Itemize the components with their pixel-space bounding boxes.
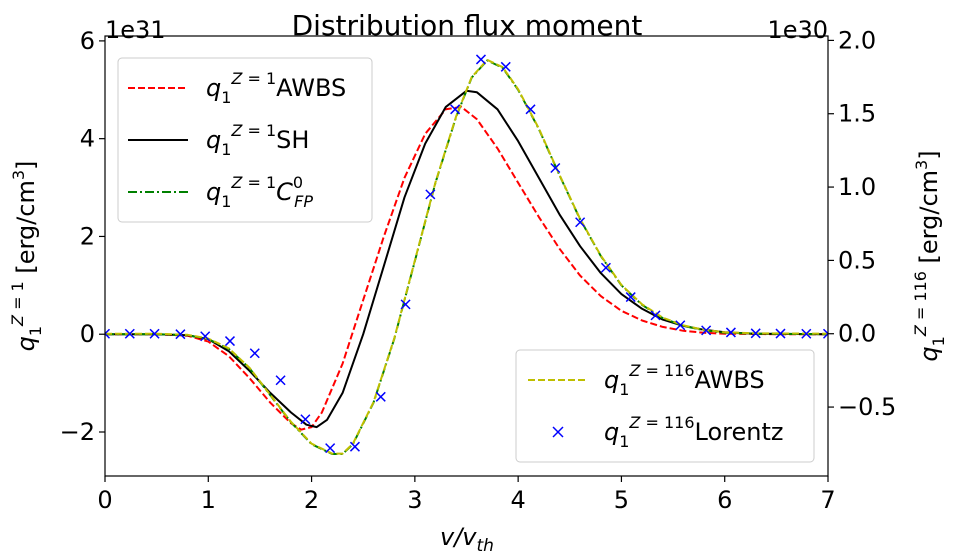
legend-label-z1-awbs: q1Z = 1AWBS bbox=[206, 69, 346, 107]
marker-point bbox=[775, 328, 786, 339]
right-y-tick-label: 1.0 bbox=[838, 173, 876, 201]
marker-point bbox=[550, 162, 561, 174]
marker-point bbox=[500, 61, 511, 72]
right-y-tick-label: 2.0 bbox=[838, 26, 876, 54]
left-offset-text: 1e31 bbox=[105, 16, 166, 44]
legend-label-z1-sh: q1Z = 1SH bbox=[206, 121, 309, 159]
marker-point bbox=[450, 104, 461, 115]
marker-point bbox=[105, 328, 111, 339]
marker-point bbox=[375, 391, 386, 402]
series-layer bbox=[105, 54, 828, 455]
x-tick-label: 5 bbox=[614, 486, 629, 514]
svg-text:q1Z = 1 [erg/cm3]: q1Z = 1 [erg/cm3] bbox=[8, 161, 45, 352]
marker-point bbox=[224, 336, 236, 347]
marker-point bbox=[149, 328, 160, 339]
right-y-tick-label: −0.5 bbox=[838, 393, 896, 421]
right-y-axis-label: q1Z = 116 [erg/cm3] bbox=[911, 150, 948, 361]
marker-point bbox=[822, 328, 828, 339]
marker-point bbox=[625, 292, 636, 303]
marker-point bbox=[575, 217, 586, 228]
legend-label-z116-awbs: q1Z = 116AWBS bbox=[604, 361, 765, 399]
chart-title: Distribution flux moment bbox=[292, 9, 643, 42]
legend-right: q1Z = 116AWBS q1Z = 116Lorentz bbox=[515, 349, 815, 463]
series-q-1-z-1-awbs bbox=[105, 105, 828, 431]
legend-left: q1Z = 1AWBS q1Z = 1SH q1Z = 1C0 FP bbox=[117, 57, 373, 223]
marker-point bbox=[425, 189, 436, 200]
x-tick-label: 2 bbox=[304, 486, 319, 514]
legend-label-z116-lorentz: q1Z = 116Lorentz bbox=[604, 413, 783, 451]
right-y-tick-label: 0.0 bbox=[838, 320, 876, 348]
marker-point bbox=[600, 262, 611, 273]
left-y-tick-label: 0 bbox=[80, 320, 95, 348]
right-y-tick-label: 1.5 bbox=[838, 100, 876, 128]
marker-point bbox=[249, 348, 260, 359]
x-tick-label: 0 bbox=[97, 486, 112, 514]
marker-point bbox=[701, 325, 712, 336]
left-y-tick-label: −2 bbox=[60, 418, 95, 446]
right-y-tick-label: 0.5 bbox=[838, 246, 876, 274]
marker-point bbox=[325, 443, 336, 454]
series-q-1-z-116-lorentz bbox=[105, 54, 828, 454]
marker-point bbox=[525, 104, 536, 115]
marker-point bbox=[124, 328, 135, 339]
left-y-tick-label: 6 bbox=[80, 27, 95, 55]
ticks-layer: 0 1 2 3 4 5 6 7 −2 0 2 4 6 −0.5 0.0 0.5 1.0 1.5 2.0 bbox=[60, 26, 897, 514]
marker-point bbox=[650, 310, 661, 321]
x-tick-label: 1 bbox=[201, 486, 216, 514]
svg-text:q1Z = 116 [erg/cm3]: q1Z = 116 [erg/cm3] bbox=[911, 150, 948, 361]
left-y-axis-label: q1Z = 1 [erg/cm3] bbox=[8, 161, 45, 352]
marker-point bbox=[400, 299, 411, 310]
left-y-tick-label: 2 bbox=[80, 222, 95, 250]
marker-point bbox=[349, 441, 360, 452]
x-tick-label: 4 bbox=[511, 486, 526, 514]
marker-point bbox=[725, 327, 736, 338]
marker-point bbox=[300, 414, 311, 425]
legend-swatch-z116-lorentz bbox=[552, 426, 564, 438]
marker-point bbox=[801, 328, 812, 339]
x-tick-label: 7 bbox=[820, 486, 835, 514]
x-tick-label: 6 bbox=[717, 486, 732, 514]
marker-point bbox=[475, 54, 486, 65]
marker-point bbox=[175, 329, 186, 340]
plot-frame bbox=[104, 35, 829, 477]
legend-label-z1-cfp: q1Z = 1C0 FP bbox=[206, 173, 313, 211]
marker-point bbox=[275, 375, 286, 386]
x-tick-label: 3 bbox=[407, 486, 422, 514]
series-q-1-z-116-awbs bbox=[105, 58, 828, 455]
right-offset-text: 1e30 bbox=[767, 16, 828, 44]
left-y-tick-label: 4 bbox=[80, 125, 95, 153]
marker-point bbox=[200, 331, 211, 342]
marker-point bbox=[750, 328, 761, 339]
marker-point bbox=[675, 320, 686, 331]
